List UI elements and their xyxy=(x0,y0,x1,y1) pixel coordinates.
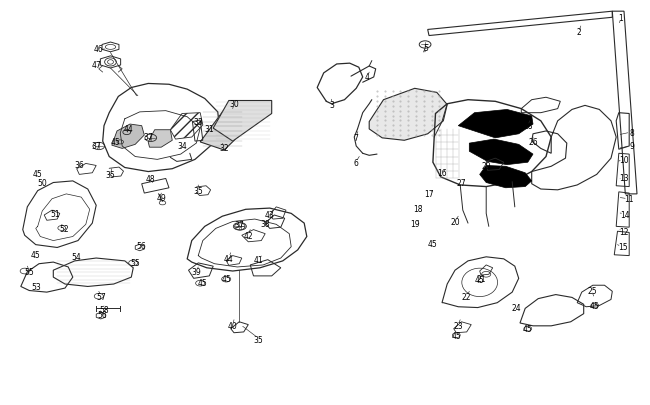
Text: 55: 55 xyxy=(130,258,140,267)
Text: 23: 23 xyxy=(454,322,463,330)
Text: 45: 45 xyxy=(198,278,208,287)
Polygon shape xyxy=(369,89,447,141)
Text: 5: 5 xyxy=(423,44,428,53)
Polygon shape xyxy=(458,110,533,139)
Text: 36: 36 xyxy=(74,161,85,170)
Text: 44: 44 xyxy=(124,124,134,133)
Text: 29: 29 xyxy=(482,162,491,171)
Text: 37: 37 xyxy=(144,132,153,141)
Text: 37: 37 xyxy=(91,142,101,151)
Text: 39: 39 xyxy=(191,268,202,277)
Text: 58: 58 xyxy=(99,305,109,314)
Text: 16: 16 xyxy=(437,169,447,178)
Text: 17: 17 xyxy=(424,189,434,198)
Text: 27: 27 xyxy=(457,179,466,188)
Text: 10: 10 xyxy=(619,156,629,164)
Text: 38: 38 xyxy=(261,219,270,228)
Text: 35: 35 xyxy=(254,335,264,344)
Text: 45: 45 xyxy=(428,239,437,248)
Text: 19: 19 xyxy=(410,219,419,228)
Text: 2: 2 xyxy=(576,28,581,37)
Text: 55: 55 xyxy=(25,267,34,276)
Text: 46: 46 xyxy=(94,45,104,54)
Text: 45: 45 xyxy=(523,324,533,333)
Text: 45: 45 xyxy=(474,275,484,284)
Text: 4: 4 xyxy=(365,73,370,82)
Text: 14: 14 xyxy=(621,210,630,219)
Text: 47: 47 xyxy=(91,61,101,70)
Polygon shape xyxy=(148,130,172,148)
Text: 37: 37 xyxy=(234,220,244,229)
Text: 56: 56 xyxy=(98,311,108,320)
Polygon shape xyxy=(112,125,144,149)
Text: 54: 54 xyxy=(72,253,82,262)
Text: 8: 8 xyxy=(629,128,634,137)
Text: 20: 20 xyxy=(450,217,460,226)
Text: 45: 45 xyxy=(32,170,43,179)
Text: 34: 34 xyxy=(177,142,187,151)
Polygon shape xyxy=(469,140,533,165)
Text: 28: 28 xyxy=(523,122,532,131)
Text: 45: 45 xyxy=(590,301,599,310)
Text: 21: 21 xyxy=(476,274,486,283)
Text: 45: 45 xyxy=(451,331,461,340)
Text: 22: 22 xyxy=(462,292,471,301)
Text: 42: 42 xyxy=(244,231,253,240)
Text: 24: 24 xyxy=(512,303,521,312)
Text: 48: 48 xyxy=(146,175,155,183)
Text: 7: 7 xyxy=(354,133,359,142)
Polygon shape xyxy=(480,166,532,188)
Text: 51: 51 xyxy=(51,209,60,218)
Text: 31: 31 xyxy=(205,125,214,134)
Text: 44: 44 xyxy=(224,254,234,263)
Text: 45: 45 xyxy=(221,274,231,283)
Text: 25: 25 xyxy=(588,286,597,295)
Text: 33: 33 xyxy=(194,118,203,127)
Polygon shape xyxy=(213,101,272,142)
Text: 3: 3 xyxy=(329,101,334,110)
Text: 49: 49 xyxy=(156,194,166,203)
Text: 56: 56 xyxy=(136,242,146,251)
Text: 45: 45 xyxy=(31,251,40,260)
Text: 53: 53 xyxy=(31,282,40,291)
Text: 18: 18 xyxy=(413,204,423,213)
Text: 30: 30 xyxy=(229,100,239,109)
Polygon shape xyxy=(200,110,246,151)
Text: 15: 15 xyxy=(618,243,627,252)
Text: 45: 45 xyxy=(111,137,120,146)
Text: 40: 40 xyxy=(227,322,238,330)
Text: 1: 1 xyxy=(618,14,623,23)
Text: 12: 12 xyxy=(619,227,629,236)
Text: 9: 9 xyxy=(629,142,634,151)
Text: 35: 35 xyxy=(106,171,116,179)
Text: 52: 52 xyxy=(59,224,68,233)
Text: 11: 11 xyxy=(625,195,634,204)
Text: 35: 35 xyxy=(194,187,203,196)
Text: 6: 6 xyxy=(354,158,359,167)
Text: 13: 13 xyxy=(619,174,629,183)
Text: 43: 43 xyxy=(265,211,274,220)
Text: 41: 41 xyxy=(254,256,263,264)
Text: 50: 50 xyxy=(38,179,47,188)
Text: 57: 57 xyxy=(96,292,105,301)
Text: 32: 32 xyxy=(220,143,229,152)
Text: 26: 26 xyxy=(528,138,538,147)
